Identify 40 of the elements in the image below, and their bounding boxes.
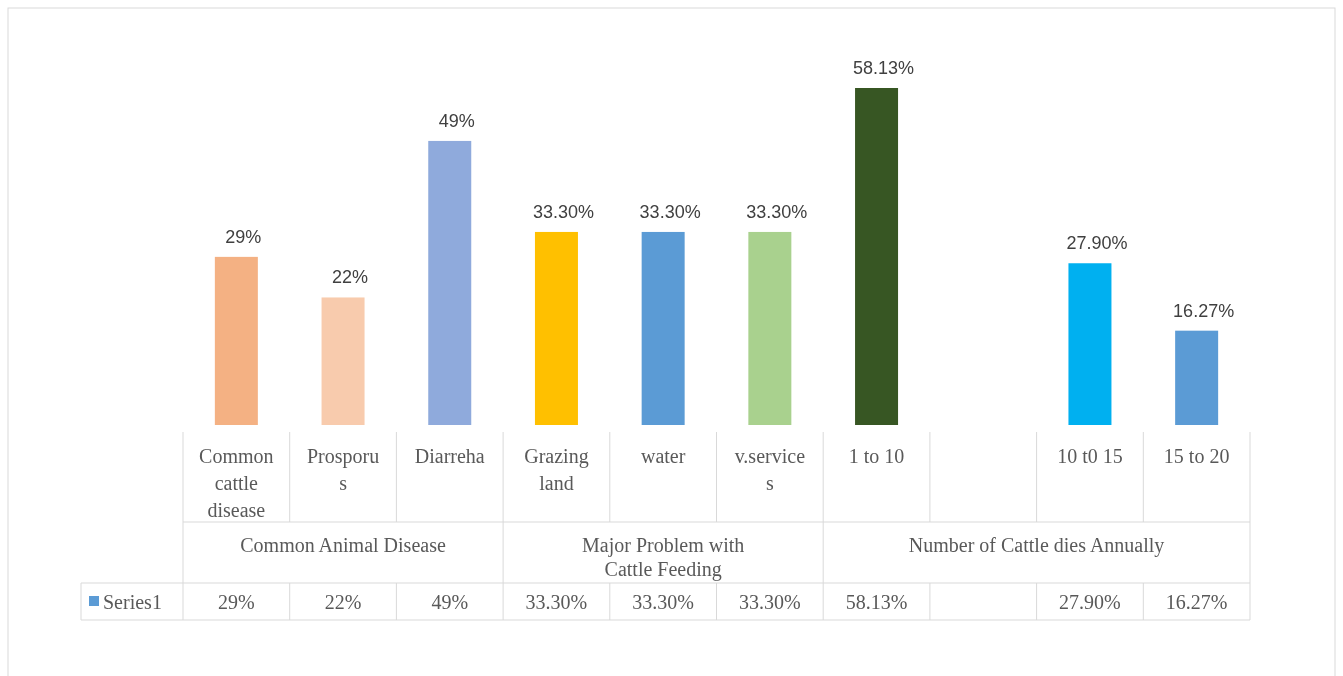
text: 33.30% [639,201,701,222]
legend-label: Series1 [103,591,162,613]
bar [641,231,685,425]
x-tick-label: Common cattle disease [199,445,274,521]
data-label: 49% [431,591,469,613]
x-tick-label: v.services [734,445,806,494]
data-label: 33.30% [525,591,588,613]
bar [855,88,899,425]
bar [321,297,365,425]
text: 49% [438,110,475,131]
x-tick-label: 10 t0 15 [1057,445,1123,467]
text: 22% [332,267,369,288]
data-label: 33.30% [739,591,801,613]
x-tick-label: 1 to 10 [848,445,905,467]
x-tick-label: Diarreha [414,445,485,467]
x-tick-label: 15 to 20 [1163,445,1230,467]
bar [214,256,258,425]
text: Major Problem with Cattle Feeding [582,534,745,581]
bar [534,231,578,425]
text: 16.27% [1173,300,1235,321]
text: Common Animal Disease [240,534,446,556]
x-tick-label: water [640,445,686,467]
bar [1175,330,1219,425]
data-label: 33.30% [632,591,694,613]
data-label: 22% [324,591,362,613]
data-label: 16.27% [1165,591,1228,613]
bar [428,140,472,425]
data-label: 27.90% [1059,591,1121,613]
data-label: 58.13% [845,591,908,613]
x-tick-label: Prosporus [306,445,380,494]
text: 27.90% [1066,233,1128,254]
text: 33.30% [532,201,594,222]
text: 33.30% [746,201,808,222]
data-label: 29% [218,591,255,613]
text: Number of Cattle dies Annually [908,534,1165,557]
text: 29% [225,226,262,247]
x-tick-label: Grazing land [524,445,589,494]
bar [748,231,792,425]
bar [1068,263,1112,425]
text: 58.13% [853,58,915,78]
